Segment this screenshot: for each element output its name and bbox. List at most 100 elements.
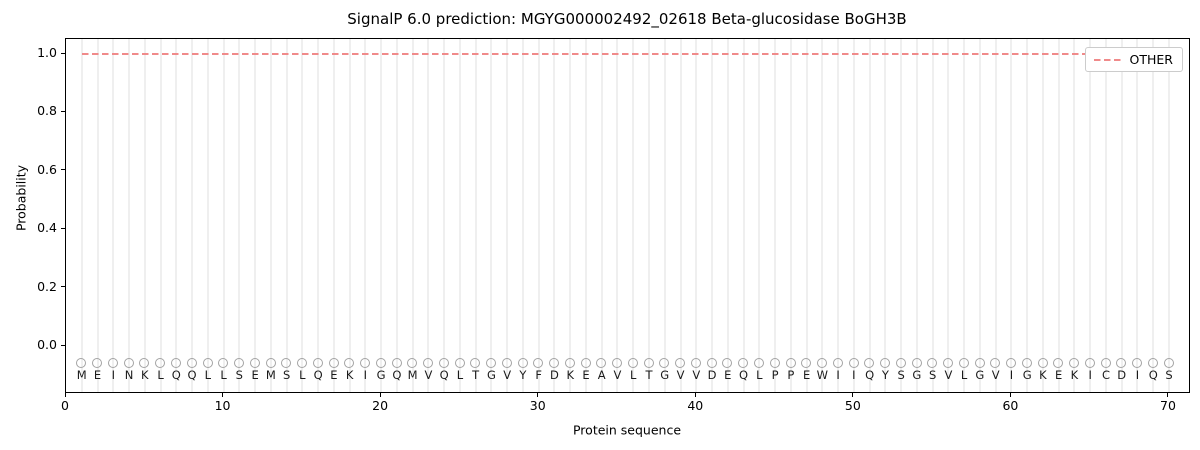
- y-tick-mark: [61, 286, 65, 288]
- residue-marker: [1084, 358, 1095, 369]
- x-tick-label: 0: [61, 398, 69, 413]
- residue-marker: [1147, 358, 1158, 369]
- residue-letter: D: [707, 368, 717, 383]
- residue-letter: V: [503, 368, 512, 383]
- residue-letter: G: [912, 368, 922, 383]
- residue-gridline: [285, 39, 288, 392]
- residue-gridline: [805, 39, 808, 392]
- residue-letter: V: [613, 368, 622, 383]
- residue-gridline: [663, 39, 666, 392]
- legend-label-other: OTHER: [1129, 52, 1173, 67]
- residue-gridline: [521, 39, 524, 392]
- residue-marker: [832, 358, 843, 369]
- residue-letter: V: [692, 368, 701, 383]
- x-tick-mark: [379, 393, 381, 397]
- residue-letter: I: [836, 368, 840, 383]
- residue-gridline: [742, 39, 745, 392]
- residue-letter: E: [251, 368, 259, 383]
- residue-letter: Q: [313, 368, 323, 383]
- residue-letter: G: [660, 368, 670, 383]
- residue-letter: G: [376, 368, 386, 383]
- residue-gridline: [112, 39, 115, 392]
- residue-gridline: [600, 39, 603, 392]
- y-tick-label: 0.0: [37, 337, 57, 352]
- residue-letter: L: [960, 368, 968, 383]
- residue-gridline: [569, 39, 572, 392]
- residue-marker: [785, 358, 796, 369]
- residue-letter: V: [991, 368, 1000, 383]
- residue-marker: [659, 358, 670, 369]
- residue-gridline: [380, 39, 383, 392]
- residue-marker: [754, 358, 764, 369]
- y-tick-label: 0.2: [37, 278, 57, 294]
- residue-gridline: [679, 39, 682, 392]
- residue-letter: L: [299, 368, 306, 383]
- x-tick-label: 20: [372, 398, 389, 413]
- residue-gridline: [931, 39, 934, 392]
- residue-marker: [249, 358, 260, 369]
- x-tick-label: 10: [214, 398, 231, 413]
- residue-gridline: [1167, 39, 1170, 392]
- residue-marker: [407, 358, 418, 369]
- residue-marker: [470, 358, 481, 369]
- residue-gridline: [238, 39, 241, 392]
- residue-letter: K: [1039, 368, 1047, 383]
- residue-gridline: [900, 39, 903, 392]
- residue-gridline: [191, 39, 194, 392]
- residue-letter: E: [1055, 368, 1063, 383]
- residue-letter: G: [486, 368, 496, 383]
- residue-gridline: [301, 39, 304, 392]
- residue-letter: Q: [392, 368, 402, 383]
- residue-marker: [974, 358, 985, 369]
- residue-marker: [1132, 358, 1143, 369]
- residue-gridline: [222, 39, 225, 392]
- residue-gridline: [1026, 39, 1029, 392]
- residue-letter: P: [787, 368, 795, 383]
- residue-marker: [1037, 358, 1048, 369]
- residue-letter: G: [975, 368, 985, 383]
- residue-marker: [958, 358, 969, 369]
- residue-letter: E: [582, 368, 590, 383]
- residue-gridline: [711, 39, 714, 392]
- residue-letter: F: [535, 368, 543, 383]
- residue-gridline: [632, 39, 635, 392]
- residue-marker: [297, 358, 308, 369]
- residue-letter: E: [802, 368, 811, 383]
- residue-letter: I: [1088, 368, 1092, 383]
- residue-gridline: [80, 39, 83, 392]
- residue-marker: [375, 358, 386, 369]
- residue-letter: K: [566, 368, 574, 383]
- residue-gridline: [758, 39, 761, 392]
- residue-gridline: [774, 39, 777, 392]
- residue-letter: V: [676, 368, 685, 383]
- residue-marker: [234, 358, 245, 369]
- x-tick-label: 30: [529, 398, 546, 413]
- residue-marker: [486, 358, 497, 369]
- residue-marker: [1116, 358, 1127, 369]
- y-tick-label: 1.0: [37, 45, 57, 60]
- y-tick-label: 0.6: [37, 161, 57, 177]
- residue-letter: Q: [739, 368, 749, 383]
- residue-letter: T: [472, 368, 480, 383]
- other-prediction-line: [81, 53, 1169, 55]
- residue-letter: L: [157, 368, 164, 383]
- residue-letter: Q: [171, 368, 181, 383]
- residue-letter: N: [124, 368, 134, 383]
- residue-marker: [186, 358, 197, 369]
- y-tick-mark: [61, 52, 65, 54]
- x-tick-mark: [537, 393, 539, 397]
- residue-letter: V: [424, 368, 433, 383]
- residue-marker: [911, 358, 922, 369]
- residue-gridline: [206, 39, 209, 392]
- residue-gridline: [317, 39, 320, 392]
- residue-marker: [769, 358, 780, 369]
- residue-marker: [155, 358, 166, 369]
- y-tick-label: 0.4: [37, 220, 57, 236]
- residue-marker: [549, 358, 560, 369]
- residue-gridline: [884, 39, 887, 392]
- residue-marker: [722, 358, 733, 369]
- residue-letter: I: [363, 368, 368, 383]
- residue-gridline: [269, 39, 272, 392]
- residue-marker: [391, 358, 402, 369]
- residue-marker: [92, 358, 103, 369]
